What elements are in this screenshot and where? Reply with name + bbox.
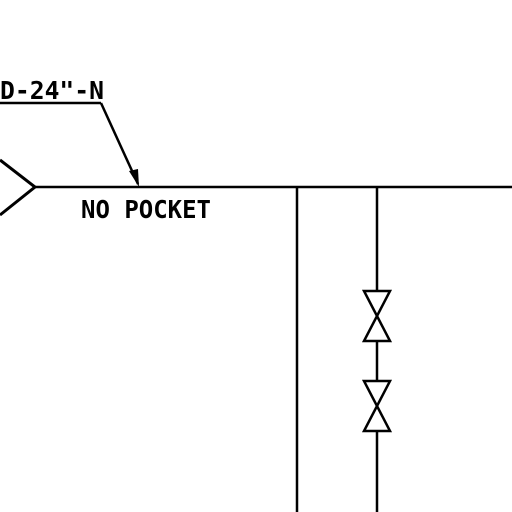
leader-arrowhead (129, 169, 139, 187)
no-pocket-note: NO POCKET (81, 195, 211, 224)
line-tag-label: D-24"-N (0, 76, 104, 105)
offpage-connector-icon (0, 158, 38, 217)
gate-valve-icon (361, 379, 393, 433)
gate-valve-icon (361, 289, 393, 343)
